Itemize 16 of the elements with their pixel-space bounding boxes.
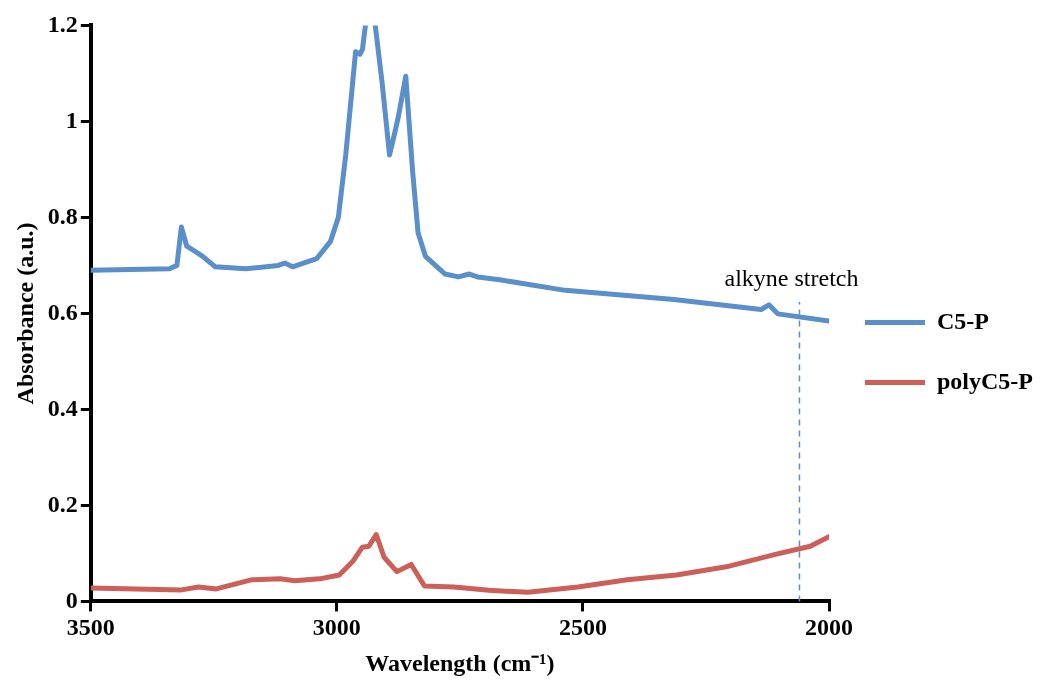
x-tick-label: 3000 — [312, 614, 361, 640]
y-tick-label: 0.8 — [47, 202, 78, 229]
y-axis-title: Absorbance (a.u.) — [11, 222, 38, 405]
legend-label: C5-P — [937, 307, 989, 334]
ref-line-label: alkyne stretch — [724, 265, 859, 292]
x-tick-label: 2500 — [558, 614, 607, 640]
y-tick-label: 1.2 — [47, 10, 78, 37]
x-axis-title: Wavelength (cm⁻¹) — [365, 649, 555, 676]
y-tick-label: 0.6 — [47, 298, 78, 325]
x-tick-label: 3500 — [66, 614, 115, 640]
y-tick-label: 0.4 — [47, 394, 78, 421]
y-tick-label: 0 — [65, 586, 78, 613]
legend-label: polyC5-P — [937, 367, 1033, 394]
x-tick-label: 2000 — [805, 614, 853, 640]
y-tick-label: 1 — [65, 106, 78, 133]
y-tick-label: 0.2 — [47, 490, 78, 517]
